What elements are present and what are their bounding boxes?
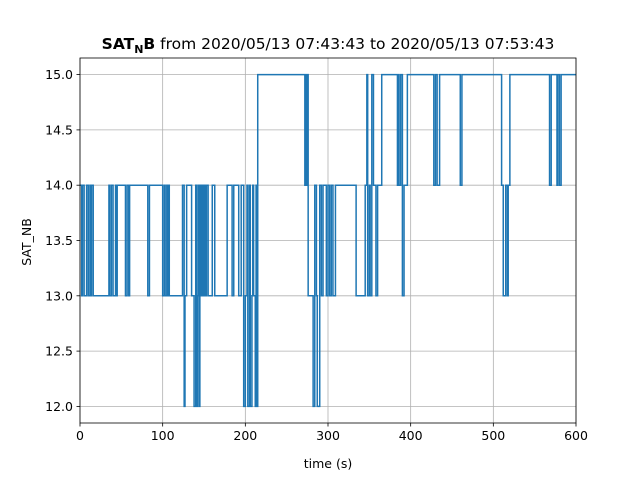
y-tick-label: 13.5 (45, 233, 73, 248)
y-tick-label: 15.0 (45, 67, 73, 82)
series-line (80, 73, 576, 408)
y-tick-label: 13.0 (45, 288, 73, 303)
x-tick-label: 100 (151, 428, 175, 443)
x-tick-label: 200 (233, 428, 257, 443)
title-subscript: N (134, 43, 143, 56)
x-tick-label: 600 (564, 428, 588, 443)
title-prefix: SAT (102, 35, 135, 53)
x-axis-label: time (s) (304, 456, 352, 471)
x-tick-label: 500 (481, 428, 505, 443)
title-rest: from 2020/05/13 07:43:43 to 2020/05/13 0… (155, 35, 554, 53)
ticks: 0 100 200 300 400 500 600 12.0 12.5 13.0 13.5 14.0 1… (45, 67, 588, 443)
y-tick-label: 12.5 (45, 344, 73, 359)
series-layer (80, 73, 576, 408)
x-tick-label: 400 (399, 428, 423, 443)
y-tick-label: 12.0 (45, 399, 73, 414)
y-axis-label: SAT_NB (19, 218, 34, 266)
x-tick-label: 300 (316, 428, 340, 443)
y-tick-label: 14.0 (45, 178, 73, 193)
chart-title: SATNB from 2020/05/13 07:43:43 to 2020/0… (102, 35, 555, 56)
x-tick-label: 0 (76, 428, 84, 443)
y-tick-label: 14.5 (45, 122, 73, 137)
title-bold-suffix: B (143, 35, 155, 53)
